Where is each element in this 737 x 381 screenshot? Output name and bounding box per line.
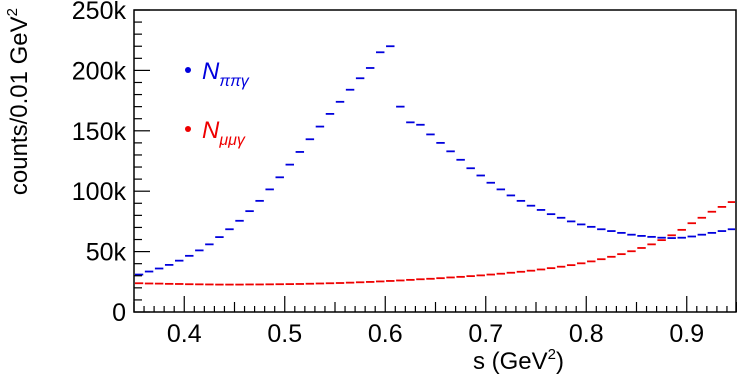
y-tick-label: 150k bbox=[72, 118, 127, 146]
y-tick-label: 50k bbox=[86, 239, 127, 267]
series-pipigamma bbox=[135, 45, 735, 276]
x-tick-label: 0.7 bbox=[468, 320, 503, 348]
legend-marker bbox=[185, 67, 191, 73]
x-axis-title: s (GeV2) bbox=[473, 346, 564, 375]
legend-label: Nππγ bbox=[202, 58, 250, 90]
y-tick-label: 200k bbox=[72, 57, 127, 85]
x-tick-label: 0.8 bbox=[569, 320, 604, 348]
plot-frame bbox=[133, 9, 737, 313]
x-tick-label: 0.9 bbox=[669, 320, 704, 348]
y-tick-label: 250k bbox=[72, 0, 127, 25]
y-axis-title: counts/0.01 GeV2 bbox=[4, 8, 33, 195]
y-tick-label: 0 bbox=[112, 299, 126, 327]
series-mumugamma bbox=[135, 201, 735, 286]
y-tick-label: 100k bbox=[72, 178, 127, 206]
x-tick-label: 0.6 bbox=[368, 320, 403, 348]
x-tick-label: 0.4 bbox=[167, 320, 202, 348]
x-tick-label: 0.5 bbox=[267, 320, 302, 348]
legend-label: Nμμγ bbox=[202, 117, 246, 149]
legend-entry: Nμμγ bbox=[185, 117, 246, 149]
legend-entry: Nππγ bbox=[185, 58, 250, 90]
legend-marker bbox=[185, 126, 191, 132]
